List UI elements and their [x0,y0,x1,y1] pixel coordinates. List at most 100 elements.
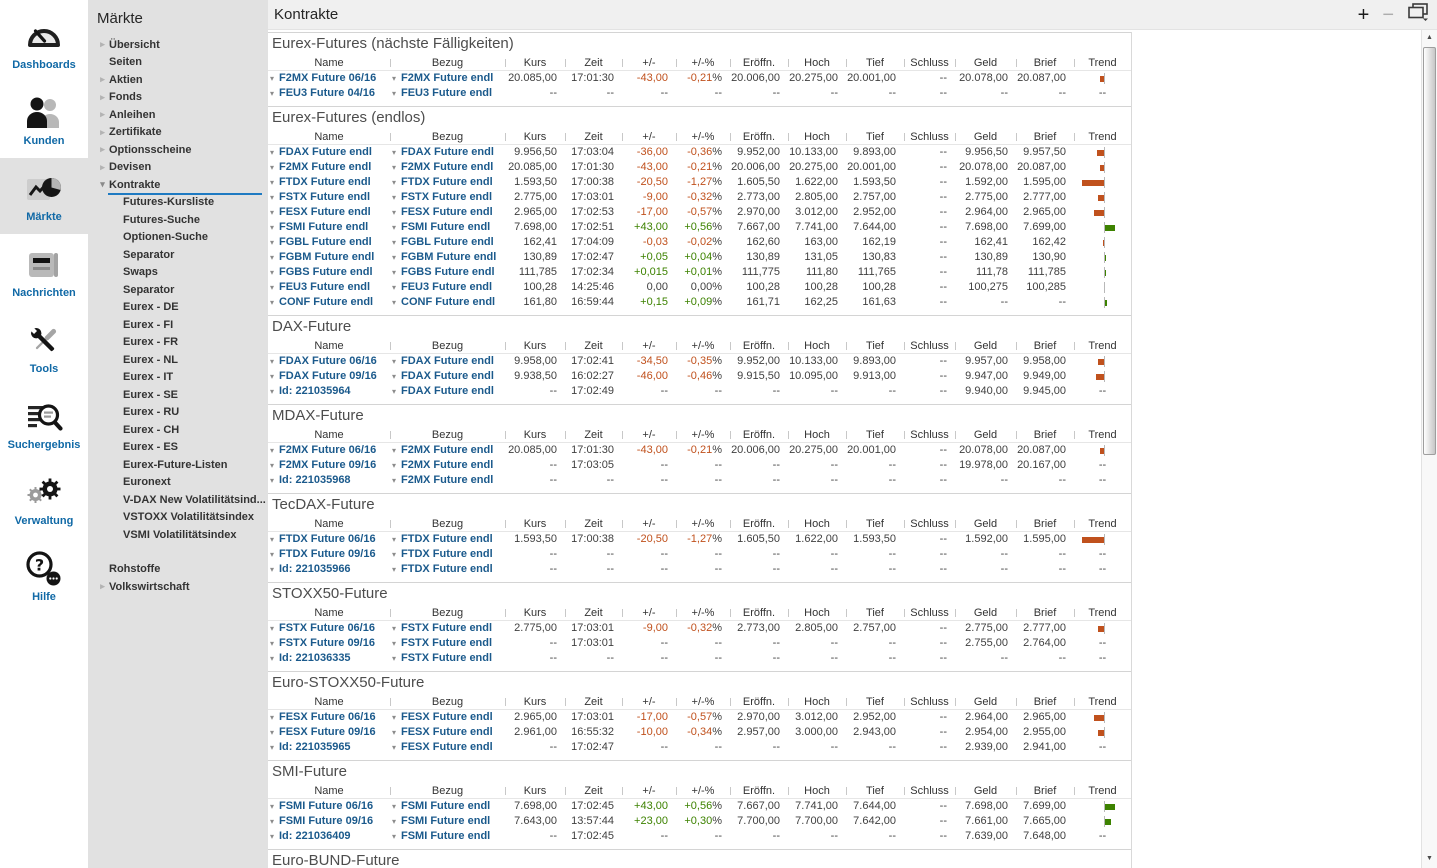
nav-item[interactable]: Eurex - IT [88,369,268,387]
instrument-name-link[interactable]: ▾ FESX Future 06/16 [268,710,390,725]
column-header[interactable]: Eröffn. [730,338,788,353]
dropdown-caret-icon[interactable]: ▾ [392,178,397,187]
instrument-bezug-link[interactable]: ▾ FESX Future endl [390,725,505,740]
column-header[interactable]: +/-% [676,516,730,531]
instrument-name-link[interactable]: ▾ FGBS Future endl [268,265,390,280]
dropdown-caret-icon[interactable]: ▾ [392,357,397,366]
dropdown-caret-icon[interactable]: ▾ [392,223,397,232]
column-header[interactable]: Kurs [505,338,565,353]
instrument-bezug-link[interactable]: ▾ FDAX Future endl [390,384,505,399]
column-header[interactable]: +/- [622,516,676,531]
chevron-right-icon[interactable]: ▸ [100,126,105,137]
column-header[interactable]: Eröffn. [730,783,788,798]
instrument-bezug-link[interactable]: ▾ FTDX Future endl [390,562,505,577]
column-header[interactable]: Name [314,131,344,143]
column-header[interactable]: Tief [846,516,904,531]
sidebar-item-tools[interactable]: Tools [0,310,88,386]
minimize-icon[interactable]: − [1382,3,1394,26]
dropdown-caret-icon[interactable]: ▾ [270,654,275,663]
dropdown-caret-icon[interactable]: ▾ [392,387,397,396]
instrument-bezug-link[interactable]: ▾ FTDX Future endl [390,532,505,547]
column-header[interactable]: Zeit [565,605,622,620]
table-row[interactable]: ▾ FDAX Future 06/16 ▾ FDAX Future endl 9.958… [268,354,1131,369]
column-header[interactable]: Geld [955,427,1016,442]
column-header[interactable]: Hoch [788,129,846,144]
instrument-name-link[interactable]: ▾ Id: 221035968 [268,473,390,488]
column-header[interactable]: Trend [1074,694,1131,709]
instrument-name-link[interactable]: ▾ FEU3 Future 04/16 [268,86,390,101]
column-header[interactable]: Tief [846,427,904,442]
instrument-name-link[interactable]: ▾ FSMI Future 09/16 [268,814,390,829]
column-header[interactable]: Kurs [505,427,565,442]
instrument-bezug-link[interactable]: ▾ FDAX Future endl [390,369,505,384]
table-row[interactable]: ▾ FESX Future 06/16 ▾ FESX Future endl 2.965… [268,710,1131,725]
sidebar-item-nachrichten[interactable]: Nachrichten [0,234,88,310]
dropdown-caret-icon[interactable]: ▾ [392,163,397,172]
column-header[interactable]: Name [314,340,344,352]
nav-item[interactable]: ▸ Devisen [88,159,268,177]
dropdown-caret-icon[interactable]: ▾ [270,357,275,366]
column-header[interactable]: +/-% [676,783,730,798]
instrument-bezug-link[interactable]: ▾ FGBS Future endl [390,265,505,280]
column-header[interactable]: Hoch [788,516,846,531]
column-header[interactable]: +/- [622,694,676,709]
dropdown-caret-icon[interactable]: ▾ [392,283,397,292]
column-header[interactable]: Zeit [565,694,622,709]
chevron-right-icon[interactable]: ▸ [100,74,105,85]
dropdown-caret-icon[interactable]: ▾ [270,624,275,633]
table-row[interactable]: ▾ Id: 221036409 ▾ FSMI Future endl -- 17:02:4… [268,829,1131,844]
column-header[interactable]: Bezug [390,516,505,531]
chevron-right-icon[interactable]: ▸ [100,109,105,120]
dropdown-caret-icon[interactable]: ▾ [392,535,397,544]
instrument-bezug-link[interactable]: ▾ FSTX Future endl [390,190,505,205]
column-header[interactable]: Trend [1074,427,1131,442]
nav-item[interactable]: ▸ Volkswirtschaft [88,578,268,596]
instrument-bezug-link[interactable]: ▾ FSMI Future endl [390,814,505,829]
column-header[interactable]: Tief [846,605,904,620]
nav-item[interactable]: ▸ Fonds [88,89,268,107]
column-header[interactable]: Name [314,696,344,708]
dropdown-caret-icon[interactable]: ▾ [270,298,275,307]
table-row[interactable]: ▾ FDAX Future 09/16 ▾ FDAX Future endl 9.938… [268,369,1131,384]
column-header[interactable]: +/-% [676,605,730,620]
instrument-name-link[interactable]: ▾ Id: 221036335 [268,651,390,666]
column-header[interactable]: Name [314,518,344,530]
instrument-name-link[interactable]: ▾ FDAX Future endl [268,145,390,160]
instrument-name-link[interactable]: ▾ FEU3 Future endl [268,280,390,295]
column-header[interactable]: Eröffn. [730,516,788,531]
vertical-scrollbar[interactable]: ▲ ▼ [1421,30,1437,868]
column-header[interactable]: Tief [846,129,904,144]
nav-item[interactable]: VSMI Volatilitätsindex [88,526,268,544]
dropdown-caret-icon[interactable]: ▾ [392,74,397,83]
nav-item[interactable]: Swaps [88,264,268,282]
dropdown-caret-icon[interactable]: ▾ [392,148,397,157]
instrument-bezug-link[interactable]: ▾ FSMI Future endl [390,829,505,844]
column-header[interactable]: Zeit [565,427,622,442]
dropdown-caret-icon[interactable]: ▾ [392,461,397,470]
instrument-name-link[interactable]: ▾ FGBM Future endl [268,250,390,265]
dropdown-caret-icon[interactable]: ▾ [392,298,397,307]
instrument-name-link[interactable]: ▾ FESX Future 09/16 [268,725,390,740]
column-header[interactable]: Trend [1074,605,1131,620]
column-header[interactable]: +/-% [676,338,730,353]
dropdown-caret-icon[interactable]: ▾ [392,208,397,217]
dropdown-caret-icon[interactable]: ▾ [270,372,275,381]
column-header[interactable]: Brief [1016,427,1074,442]
dropdown-caret-icon[interactable]: ▾ [392,550,397,559]
instrument-name-link[interactable]: ▾ F2MX Future 09/16 [268,458,390,473]
table-row[interactable]: ▾ FDAX Future endl ▾ FDAX Future endl 9.956,… [268,145,1131,160]
table-row[interactable]: ▾ Id: 221035964 ▾ FDAX Future endl -- 17:02:4… [268,384,1131,399]
column-header[interactable]: Bezug [390,129,505,144]
dropdown-caret-icon[interactable]: ▾ [392,253,397,262]
dropdown-caret-icon[interactable]: ▾ [270,446,275,455]
instrument-name-link[interactable]: ▾ FDAX Future 06/16 [268,354,390,369]
column-header[interactable]: Geld [955,783,1016,798]
column-header[interactable]: Tief [846,338,904,353]
table-row[interactable]: ▾ F2MX Future 06/16 ▾ F2MX Future endl 20.08… [268,443,1131,458]
dropdown-caret-icon[interactable]: ▾ [270,817,275,826]
dropdown-caret-icon[interactable]: ▾ [270,148,275,157]
column-header[interactable]: Bezug [390,55,505,70]
column-header[interactable]: Schluss [904,129,955,144]
column-header[interactable]: Schluss [904,783,955,798]
add-icon[interactable]: + [1357,3,1370,26]
